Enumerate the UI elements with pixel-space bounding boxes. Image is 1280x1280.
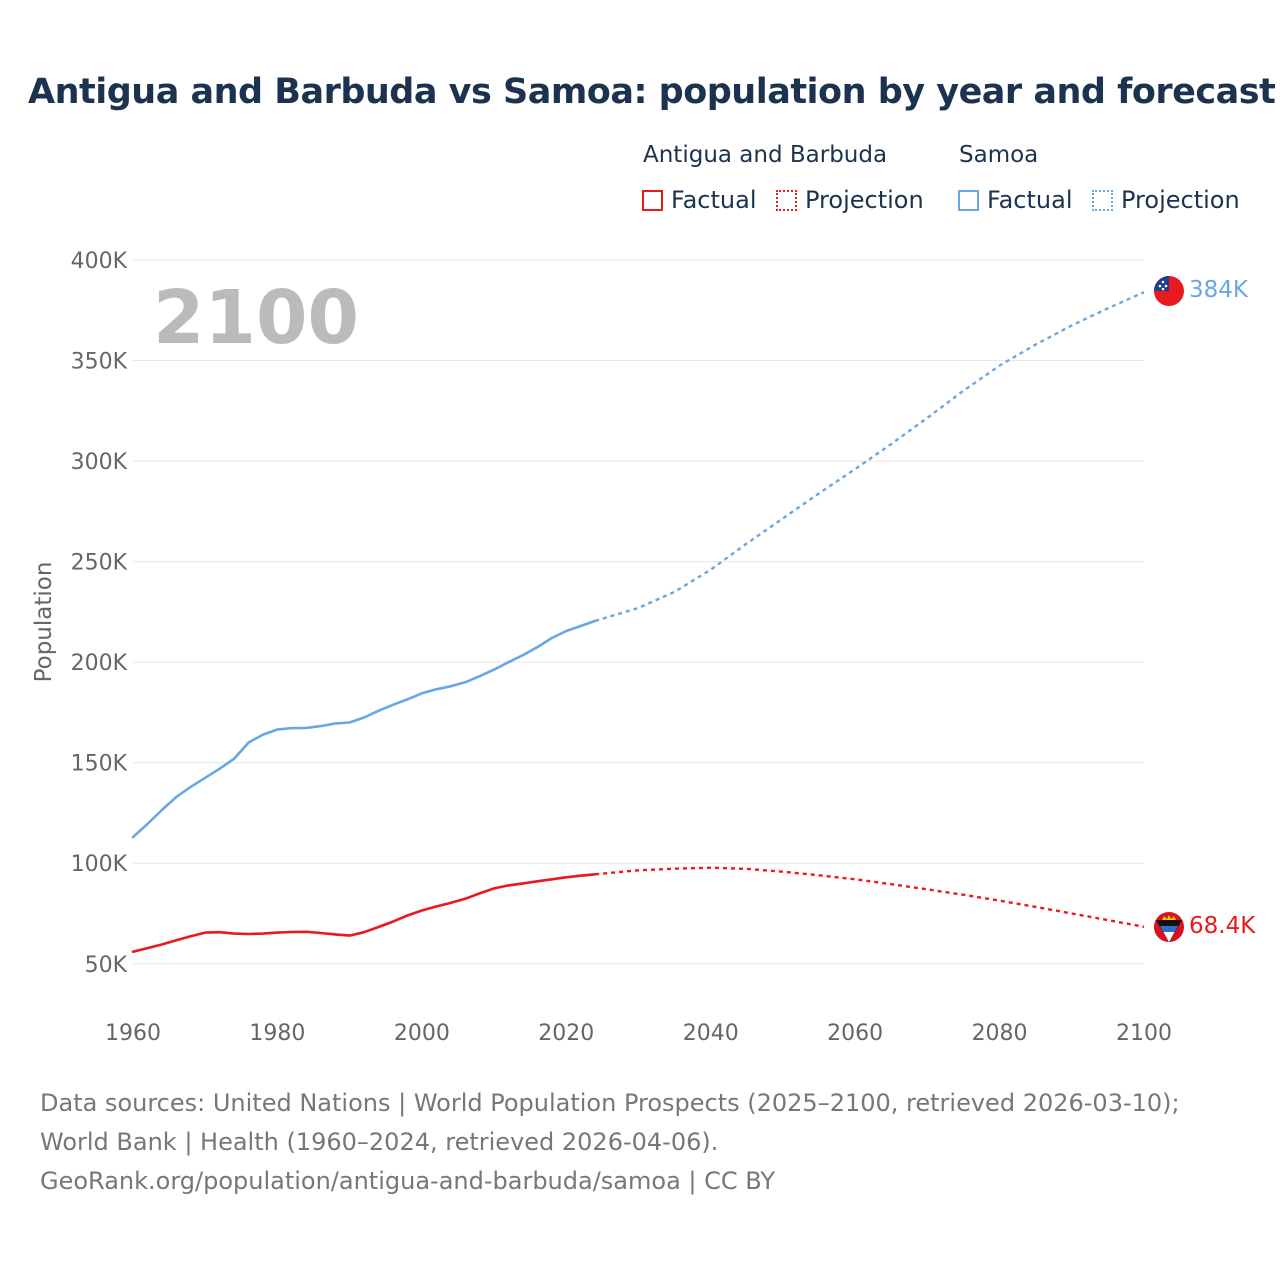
y-tick-label: 100K [71,852,128,877]
y-tick-label: 250K [71,551,128,576]
x-axis-ticks: 1960 1980 2000 2020 2040 2060 2080 2100 [105,1021,1172,1046]
y-tick-label: 200K [71,651,128,676]
year-watermark: 2100 [153,275,359,361]
legend-antigua-factual-swatch [642,189,663,211]
x-tick-label: 2000 [394,1021,450,1046]
antigua-and-barbuda-flag-icon [1154,912,1184,942]
samoa-factual-line[interactable] [131,619,597,839]
y-tick-label: 50K [85,953,128,978]
legend-samoa-projection-label: Projection [1121,186,1240,214]
chart-title: Antigua and Barbuda vs Samoa: population… [28,72,1276,112]
legend-antigua-projection[interactable]: Projection [776,186,924,214]
x-tick-label: 2020 [538,1021,594,1046]
population-chart: 50K 100K 150K 200K 250K 300K 350K 400K 1960 1980… [31,249,1256,1046]
x-tick-label: 2060 [827,1021,883,1046]
y-axis-title: Population [31,562,57,683]
legend-group-samoa-title: Samoa [959,142,1039,168]
legend-antigua-projection-label: Projection [805,186,924,214]
grid-lines [133,259,1144,965]
legend-samoa-projection-swatch [1092,189,1113,211]
legend-antigua-factual[interactable]: Factual [642,186,757,214]
legend: Antigua and Barbuda Factual Projection S… [0,142,1280,222]
legend-samoa-factual-label: Factual [987,186,1073,214]
y-tick-label: 400K [71,249,128,274]
x-tick-label: 2080 [972,1021,1028,1046]
x-tick-label: 2040 [683,1021,739,1046]
series-end-markers [1154,276,1184,942]
samoa-flag-icon [1154,276,1184,306]
legend-antigua-factual-label: Factual [671,186,757,214]
y-tick-label: 150K [71,752,128,777]
legend-group-antigua-title: Antigua and Barbuda [643,142,888,168]
source-line-2: GeoRank.org/population/antigua-and-barbu… [40,1167,776,1195]
samoa-projection-line[interactable] [594,291,1145,623]
legend-antigua-projection-swatch [776,189,797,211]
antigua-and-barbuda-factual-line[interactable] [131,873,597,953]
y-tick-label: 300K [71,450,128,475]
antigua-end-value-label: 68.4K [1189,913,1256,939]
y-tick-label: 350K [71,350,128,375]
legend-samoa-projection[interactable]: Projection [1092,186,1240,214]
y-axis-ticks: 50K 100K 150K 200K 250K 300K 350K 400K [71,249,128,978]
source-line-1: Data sources: United Nations | World Pop… [40,1089,1180,1156]
legend-samoa-factual[interactable]: Factual [958,186,1073,214]
x-tick-label: 1960 [105,1021,161,1046]
series-lines [131,291,1145,953]
x-tick-label: 1980 [249,1021,305,1046]
legend-samoa-factual-swatch [958,189,979,211]
x-tick-label: 2100 [1116,1021,1172,1046]
antigua-and-barbuda-projection-line[interactable] [595,866,1145,928]
samoa-end-value-label: 384K [1189,277,1249,303]
data-source-note: Data sources: United Nations | World Pop… [40,1084,1240,1201]
